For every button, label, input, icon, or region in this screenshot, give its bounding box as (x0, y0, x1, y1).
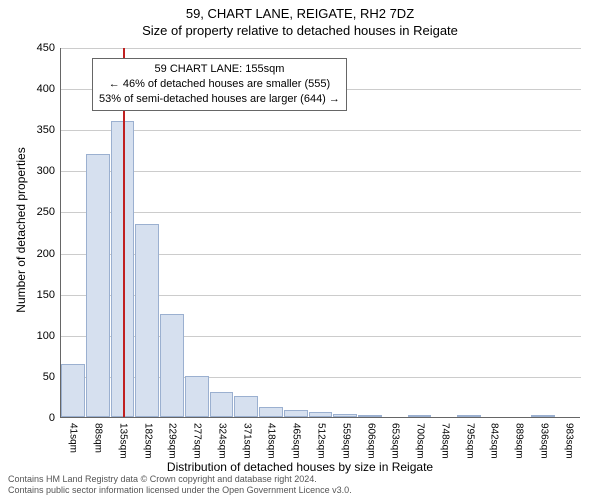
y-tick-label: 350 (37, 124, 55, 136)
grid-line (61, 130, 581, 131)
x-tick-label: 889sqm (514, 423, 525, 459)
y-tick-label: 50 (43, 371, 55, 383)
annotation-line-3: 53% of semi-detached houses are larger (… (99, 92, 340, 107)
x-tick-label: 842sqm (489, 423, 500, 459)
footer-line-1: Contains HM Land Registry data © Crown c… (8, 474, 352, 485)
footer-line-2: Contains public sector information licen… (8, 485, 352, 496)
histogram-bar (457, 415, 481, 417)
x-tick-label: 371sqm (241, 423, 252, 459)
y-tick-label: 150 (37, 289, 55, 301)
histogram-bar (408, 415, 432, 417)
x-tick-label: 795sqm (464, 423, 475, 459)
x-tick-label: 983sqm (563, 423, 574, 459)
grid-line (61, 212, 581, 213)
x-tick-label: 229sqm (167, 423, 178, 459)
grid-line (61, 171, 581, 172)
x-tick-label: 559sqm (340, 423, 351, 459)
x-tick-label: 936sqm (538, 423, 549, 459)
histogram-bar (185, 376, 209, 417)
y-tick-label: 450 (37, 42, 55, 54)
histogram-bar (309, 412, 333, 417)
x-tick-label: 324sqm (216, 423, 227, 459)
chart-area: 05010015020025030035040045041sqm88sqm135… (60, 48, 580, 418)
footer-attribution: Contains HM Land Registry data © Crown c… (8, 474, 352, 497)
histogram-bar (259, 407, 283, 417)
x-tick-label: 182sqm (142, 423, 153, 459)
histogram-bar (531, 415, 555, 417)
y-tick-label: 250 (37, 206, 55, 218)
x-tick-label: 700sqm (415, 423, 426, 459)
x-tick-label: 512sqm (316, 423, 327, 459)
y-tick-label: 100 (37, 330, 55, 342)
x-tick-label: 41sqm (68, 423, 79, 453)
page-title: 59, CHART LANE, REIGATE, RH2 7DZ (0, 0, 600, 21)
histogram-bar (333, 414, 357, 417)
annotation-line-2: ← 46% of detached houses are smaller (55… (99, 77, 340, 92)
annotation-callout: 59 CHART LANE: 155sqm ← 46% of detached … (92, 58, 347, 111)
x-axis-label: Distribution of detached houses by size … (0, 460, 600, 474)
x-tick-label: 606sqm (365, 423, 376, 459)
y-tick-label: 200 (37, 248, 55, 260)
x-tick-label: 135sqm (117, 423, 128, 459)
histogram-bar (234, 396, 258, 417)
x-tick-label: 88sqm (93, 423, 104, 453)
x-tick-label: 748sqm (439, 423, 450, 459)
histogram-bar (358, 415, 382, 417)
histogram-bar (160, 314, 184, 417)
y-tick-label: 300 (37, 165, 55, 177)
x-tick-label: 418sqm (266, 423, 277, 459)
y-tick-label: 400 (37, 83, 55, 95)
grid-line (61, 48, 581, 49)
histogram-bar (61, 364, 85, 417)
page-subtitle: Size of property relative to detached ho… (0, 21, 600, 38)
histogram-bar (135, 224, 159, 417)
x-tick-label: 465sqm (291, 423, 302, 459)
histogram-bar (86, 154, 110, 417)
histogram-bar (210, 392, 234, 417)
histogram-bar (284, 410, 308, 417)
annotation-line-1: 59 CHART LANE: 155sqm (99, 62, 340, 77)
x-tick-label: 653sqm (390, 423, 401, 459)
y-axis-label: Number of detached properties (14, 147, 28, 312)
y-tick-label: 0 (49, 412, 55, 424)
x-tick-label: 277sqm (192, 423, 203, 459)
